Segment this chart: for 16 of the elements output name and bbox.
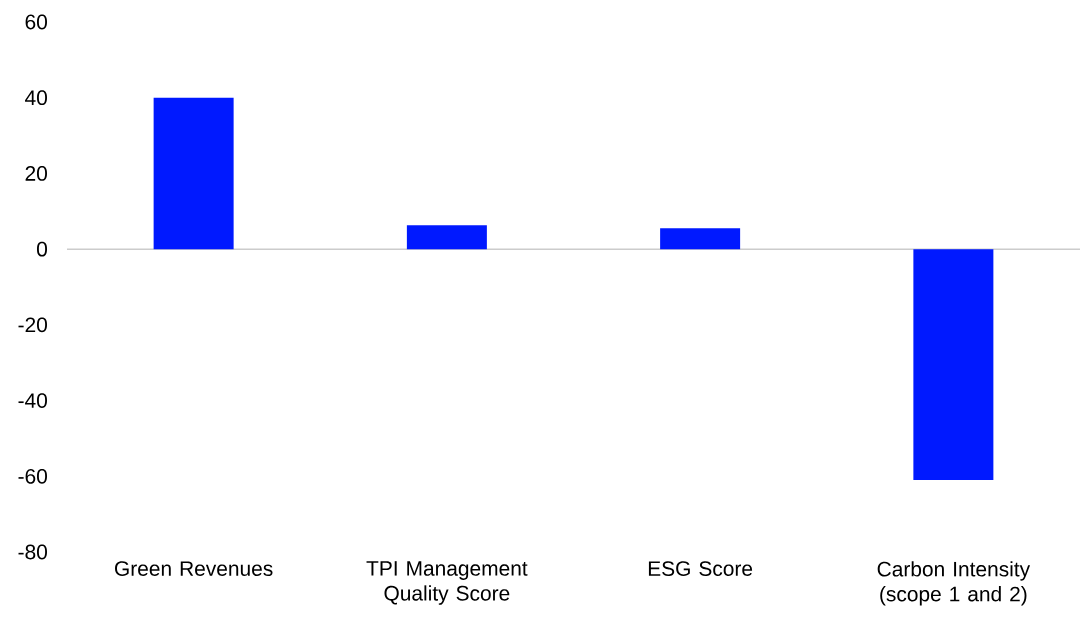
x-tick-label: Carbon Intensity (scope 1 and 2) (877, 561, 1031, 606)
y-tick-label: 0 (37, 241, 47, 257)
y-tick-label: -40 (18, 393, 47, 408)
x-tick-label: TPI Management Quality Score (366, 561, 528, 605)
y-tick-label: -20 (18, 317, 47, 333)
x-tick-label: Green Revenues (115, 561, 273, 576)
y-tick-label: 40 (25, 90, 47, 106)
y-tick-label: 20 (25, 166, 47, 181)
y-tick-label: -60 (18, 468, 47, 484)
bar (660, 228, 741, 250)
bar (406, 225, 487, 250)
y-tick-label: 60 (25, 14, 47, 30)
x-tick-label: ESG Score (648, 561, 753, 576)
bar (913, 249, 994, 481)
y-tick-label: -80 (18, 544, 47, 560)
bar (153, 97, 234, 250)
